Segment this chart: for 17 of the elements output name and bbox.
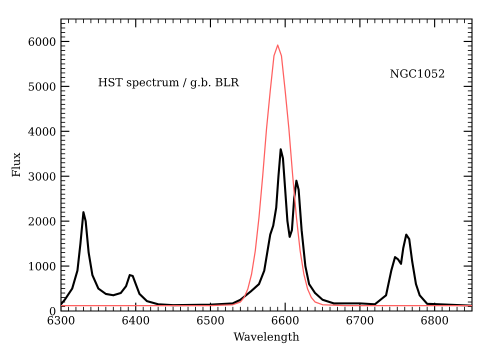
- annotation: NGC1052: [390, 69, 444, 78]
- x-tick-label: 6700: [346, 316, 374, 324]
- y-tick-label: 3000: [28, 172, 56, 181]
- y-tick-label: 5000: [28, 82, 56, 91]
- x-axis-title: Wavelength: [234, 332, 300, 344]
- x-tick-label: 6500: [197, 316, 224, 324]
- y-tick-label: 4000: [28, 127, 56, 136]
- y-tick-label: 6000: [28, 37, 56, 46]
- x-tick-label: 6800: [421, 316, 448, 324]
- y-tick-label: 0: [50, 306, 56, 316]
- y-tick-label: 1000: [29, 262, 56, 270]
- y-tick-label: 2000: [28, 217, 56, 226]
- x-tick-label: 6400: [122, 316, 150, 324]
- x-tick-label: 6600: [272, 316, 299, 324]
- annotation: HST spectrum / g.b. BLR: [98, 78, 240, 89]
- x-tick-label: 6300: [48, 316, 74, 324]
- y-axis-title: Flux: [12, 152, 20, 177]
